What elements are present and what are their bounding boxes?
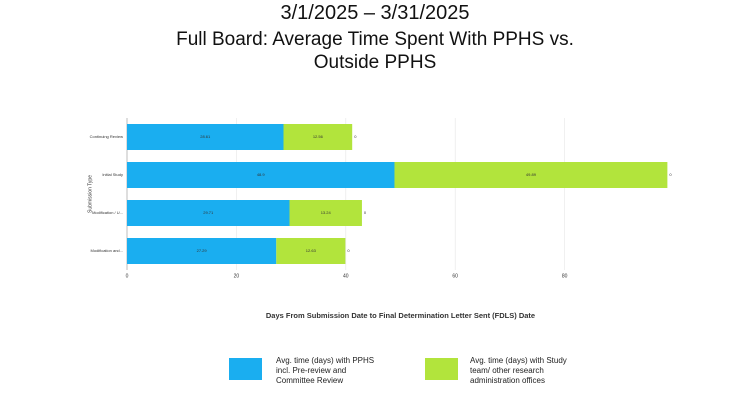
bar-label: 29.71 bbox=[203, 210, 214, 215]
bar bbox=[127, 162, 395, 188]
bar bbox=[127, 238, 277, 264]
bar bbox=[394, 162, 668, 188]
x-tick-label: 40 bbox=[343, 273, 349, 279]
bar bbox=[127, 124, 284, 150]
total-label: 0 bbox=[347, 248, 350, 253]
bar-label: 28.61 bbox=[200, 134, 211, 139]
legend-swatch bbox=[229, 358, 262, 380]
x-tick-label: 80 bbox=[562, 273, 568, 279]
y-tick-label: Initial Study bbox=[102, 172, 123, 177]
bar-label: 12.56 bbox=[313, 134, 324, 139]
x-axis-label: Days From Submission Date to Final Deter… bbox=[266, 311, 535, 320]
total-label: 0 bbox=[364, 210, 367, 215]
chart-subtitle: Full Board: Average Time Spent With PPHS… bbox=[176, 29, 574, 73]
y-tick-label: Modification / U... bbox=[92, 210, 123, 215]
bar-label: 12.63 bbox=[306, 248, 317, 253]
bar-label: 27.29 bbox=[197, 248, 208, 253]
total-label: 0 bbox=[354, 134, 357, 139]
legend-label: Avg. time (days) with Study team/ other … bbox=[470, 356, 567, 385]
legend-label: Avg. time (days) with PPHS incl. Pre-rev… bbox=[276, 356, 375, 385]
bar-label: 49.89 bbox=[526, 172, 537, 177]
bar-label: 13.24 bbox=[321, 210, 332, 215]
x-tick-label: 20 bbox=[234, 273, 240, 279]
x-tick-label: 0 bbox=[126, 273, 129, 279]
bar bbox=[283, 124, 353, 150]
y-axis-label: Submission Type bbox=[87, 175, 93, 213]
total-label: 0 bbox=[669, 172, 672, 177]
bar bbox=[276, 238, 346, 264]
legend-swatch bbox=[425, 358, 458, 380]
bar bbox=[289, 200, 362, 226]
bar-label: 48.9 bbox=[257, 172, 266, 177]
y-tick-label: Modification and... bbox=[91, 248, 123, 253]
y-tick-label: Continuing Review bbox=[90, 134, 123, 139]
bar bbox=[127, 200, 290, 226]
chart-title: 3/1/2025 – 3/31/2025 bbox=[280, 2, 470, 24]
x-tick-label: 60 bbox=[452, 273, 458, 279]
